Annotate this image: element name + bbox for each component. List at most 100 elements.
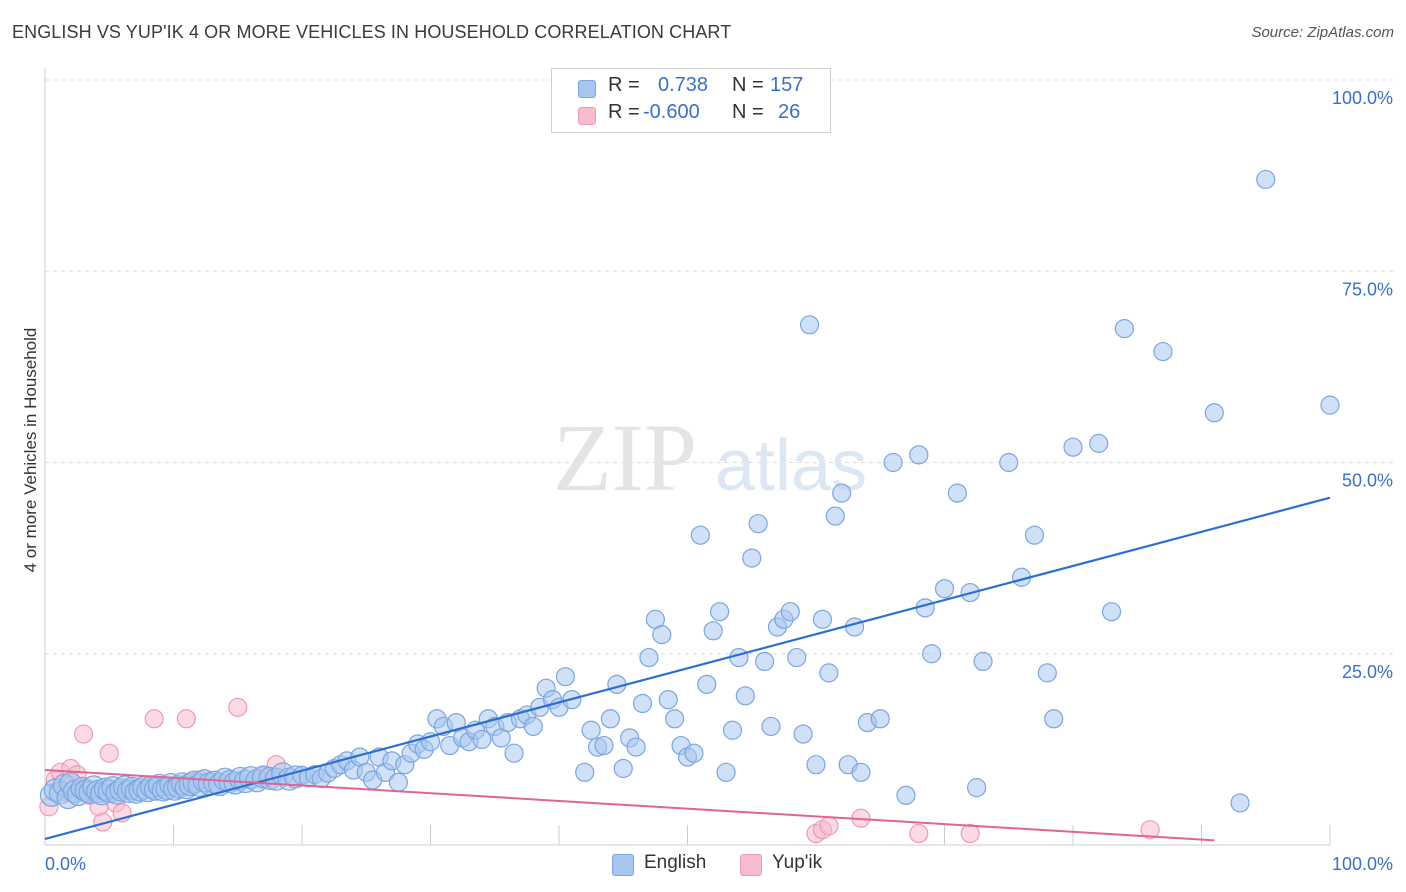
english-point: [934, 579, 955, 599]
english-point: [472, 729, 492, 750]
english-point: [658, 690, 678, 710]
yupik-n-value: 26: [778, 101, 801, 123]
english-point: [748, 514, 768, 534]
english-point: [761, 716, 781, 737]
tick-labels: 100.0% 75.0% 50.0% 25.0% 0.0% 100.0%: [45, 88, 1393, 874]
english-point: [555, 667, 576, 687]
english-point: [652, 625, 672, 645]
english-point: [722, 720, 743, 740]
english-point: [799, 315, 820, 335]
axes: [44, 68, 1331, 846]
english-point: [710, 602, 730, 622]
x-tick-label: 100.0%: [1332, 854, 1393, 874]
english-point: [967, 778, 987, 798]
y-tick-label: 25.0%: [1342, 662, 1393, 682]
english-r-label: R =: [608, 74, 640, 96]
english-point: [812, 609, 833, 629]
english-n-value: 157: [770, 74, 804, 96]
english-point: [626, 737, 646, 757]
english-point: [1024, 525, 1045, 545]
english-swatch: [578, 80, 596, 98]
yupik-point: [909, 823, 929, 844]
english-point: [947, 483, 967, 503]
source-credit: Source: ZipAtlas.com: [1251, 24, 1394, 41]
english-point: [870, 709, 890, 729]
english-point: [523, 716, 543, 737]
yupik-point: [228, 697, 248, 717]
english-point: [504, 743, 524, 763]
english-point: [684, 743, 704, 763]
yupik-point: [819, 816, 839, 836]
yupik-point: [960, 823, 980, 844]
english-point: [844, 617, 865, 637]
stats-row-english: R = 0.738 N = 157: [552, 74, 830, 102]
english-point: [851, 762, 871, 782]
english-point: [1204, 403, 1224, 423]
english-point: [703, 621, 723, 641]
english-point: [1256, 169, 1276, 190]
chart-title: ENGLISH VS YUP'IK 4 OR MORE VEHICLES IN …: [12, 22, 732, 42]
watermark-zip: ZIP: [553, 404, 697, 511]
english-point: [819, 663, 839, 683]
english-point: [1101, 602, 1122, 622]
english-point: [832, 483, 852, 503]
y-tick-label: 50.0%: [1342, 471, 1393, 491]
english-point: [787, 647, 807, 668]
yupik-point: [73, 724, 94, 744]
legend-english-label: English: [644, 852, 707, 873]
english-point: [780, 602, 800, 622]
english-point: [1230, 793, 1250, 813]
yupik-n-label: N =: [732, 101, 764, 123]
english-point: [1037, 663, 1057, 683]
yupik-point: [99, 743, 119, 763]
english-point: [735, 686, 755, 706]
english-r-value: 0.738: [658, 74, 709, 96]
english-point: [729, 647, 749, 668]
legend-english-swatch: [612, 854, 634, 876]
english-point: [665, 709, 685, 729]
english-point: [613, 758, 633, 779]
english-point: [1153, 341, 1173, 362]
english-point: [793, 724, 813, 744]
english-point: [806, 755, 826, 775]
x-tick-label: 0.0%: [45, 854, 86, 874]
english-point: [581, 720, 601, 740]
english-point: [632, 693, 653, 714]
english-point: [999, 452, 1019, 473]
english-point: [896, 785, 916, 805]
english-point: [1044, 709, 1064, 729]
english-point: [600, 709, 621, 729]
trendlines: [44, 496, 1331, 842]
y-tick-label: 75.0%: [1342, 279, 1393, 299]
stats-row-yupik: R = -0.600 N = 26: [552, 101, 830, 129]
english-point: [575, 762, 595, 782]
yupik-swatch: [578, 107, 596, 125]
english-point: [1063, 437, 1083, 457]
english-point: [594, 735, 614, 756]
english-n-label: N =: [732, 74, 764, 96]
english-point: [754, 651, 775, 672]
legend-yupik-label: Yup'ik: [772, 852, 823, 873]
english-trendline: [44, 496, 1331, 840]
english-point: [883, 452, 903, 473]
y-tick-label: 100.0%: [1332, 88, 1393, 108]
english-point: [1320, 395, 1340, 415]
english-point: [697, 674, 717, 694]
yupik-point: [1140, 820, 1160, 840]
english-point: [388, 772, 408, 792]
english-point: [639, 647, 659, 668]
grid-lines: [45, 79, 1393, 655]
english-point: [825, 506, 845, 526]
english-point: [973, 651, 993, 672]
english-point: [922, 644, 942, 664]
english-point: [690, 525, 710, 545]
yupik-r-label: R =: [608, 101, 640, 123]
english-point: [1114, 319, 1135, 339]
english-point: [716, 762, 736, 782]
stats-legend: R = 0.738 N = 157 R = -0.600 N = 26: [551, 68, 831, 133]
yupik-point: [176, 709, 196, 729]
yupik-point: [144, 709, 164, 729]
english-point: [742, 548, 762, 568]
yupik-r-value: -0.600: [643, 101, 700, 123]
